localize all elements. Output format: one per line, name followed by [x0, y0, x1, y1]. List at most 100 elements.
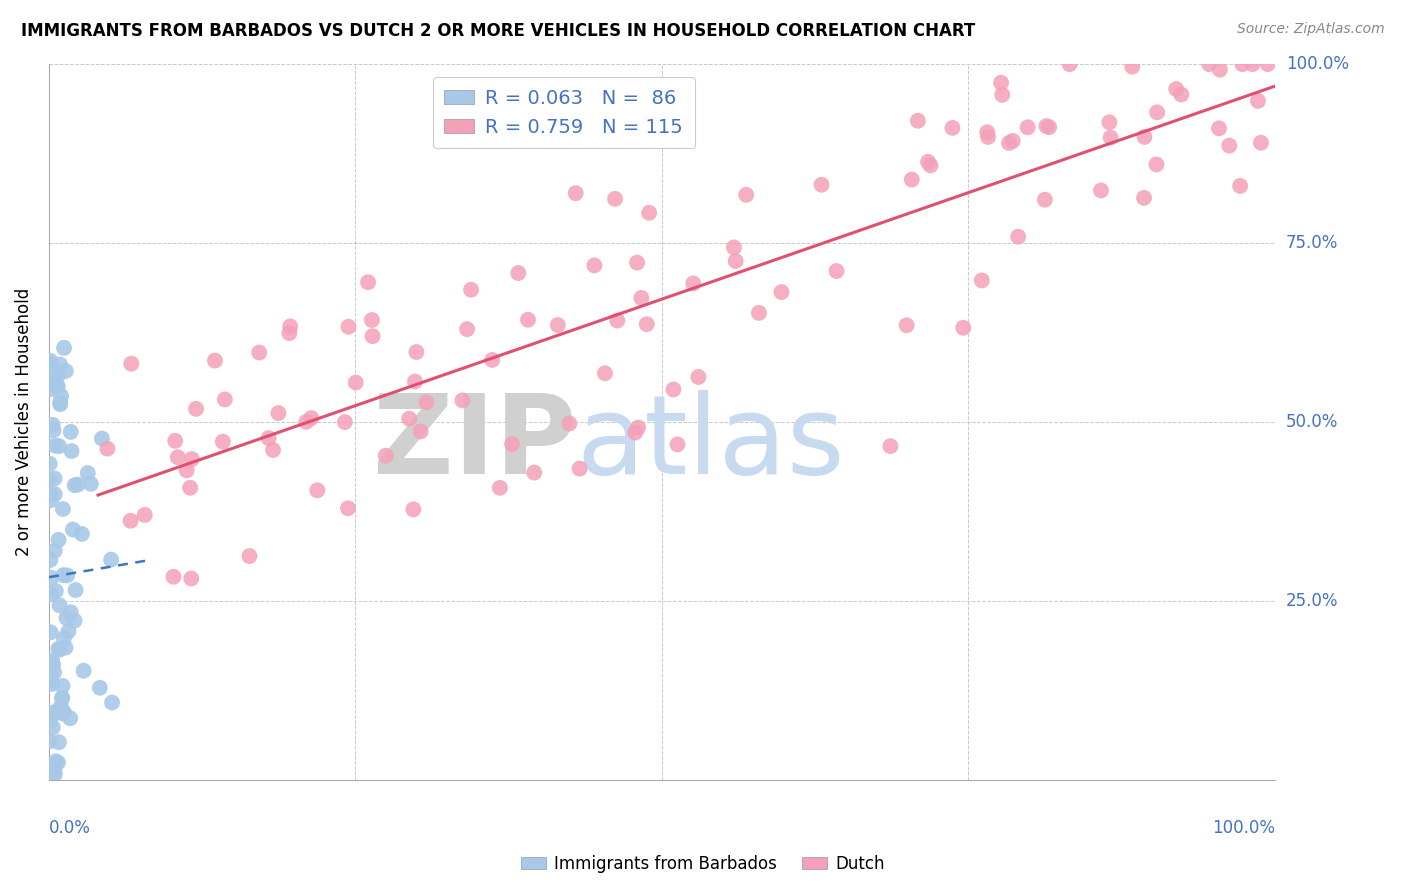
Point	[879, 439, 901, 453]
Point	[49, 395, 72, 409]
Point	[120, 357, 142, 371]
Point	[523, 466, 546, 480]
Point	[723, 240, 745, 254]
Point	[44, 758, 66, 772]
Point	[920, 158, 942, 172]
Point	[593, 366, 616, 380]
Point	[409, 425, 432, 439]
Legend: Immigrants from Barbados, Dutch: Immigrants from Barbados, Dutch	[515, 848, 891, 880]
Point	[583, 259, 606, 273]
Point	[278, 319, 301, 334]
Text: Source: ZipAtlas.com: Source: ZipAtlas.com	[1237, 22, 1385, 37]
Point	[38, 357, 60, 371]
Text: 25.0%: 25.0%	[1286, 592, 1339, 610]
Point	[568, 461, 591, 475]
Point	[39, 625, 62, 640]
Point	[451, 393, 474, 408]
Point	[624, 425, 647, 440]
Point	[39, 668, 62, 682]
Point	[564, 186, 586, 201]
Point	[337, 501, 360, 516]
Point	[53, 341, 76, 355]
Point	[39, 493, 62, 508]
Point	[51, 691, 73, 706]
Point	[38, 473, 60, 487]
Point	[41, 653, 63, 667]
Point	[976, 125, 998, 139]
Point	[402, 502, 425, 516]
Point	[1250, 136, 1272, 150]
Point	[39, 487, 62, 501]
Point	[606, 313, 628, 327]
Point	[267, 406, 290, 420]
Point	[1209, 62, 1232, 77]
Point	[405, 345, 427, 359]
Point	[49, 397, 72, 411]
Point	[337, 319, 360, 334]
Point	[1099, 130, 1122, 145]
Point	[460, 283, 482, 297]
Point	[52, 568, 75, 582]
Point	[517, 312, 540, 326]
Point	[38, 673, 60, 687]
Point	[51, 679, 73, 693]
Point	[76, 466, 98, 480]
Point	[262, 442, 284, 457]
Point	[59, 711, 82, 725]
Point	[46, 641, 69, 656]
Point	[52, 502, 75, 516]
Point	[39, 354, 62, 368]
Text: IMMIGRANTS FROM BARBADOS VS DUTCH 2 OR MORE VEHICLES IN HOUSEHOLD CORRELATION CH: IMMIGRANTS FROM BARBADOS VS DUTCH 2 OR M…	[21, 22, 976, 40]
Point	[46, 756, 69, 770]
Point	[626, 255, 648, 269]
Point	[46, 379, 69, 393]
Point	[456, 322, 478, 336]
Point	[941, 120, 963, 135]
Point	[63, 478, 86, 492]
Point	[55, 611, 77, 625]
Point	[1038, 120, 1060, 135]
Point	[627, 420, 650, 434]
Point	[89, 681, 111, 695]
Point	[1059, 57, 1081, 71]
Point	[360, 313, 382, 327]
Point	[1001, 134, 1024, 148]
Point	[134, 508, 156, 522]
Point	[501, 437, 523, 451]
Point	[333, 415, 356, 429]
Point	[62, 523, 84, 537]
Point	[55, 364, 77, 378]
Point	[1017, 120, 1039, 135]
Point	[45, 365, 67, 379]
Point	[991, 87, 1014, 102]
Point	[52, 706, 75, 721]
Point	[735, 187, 758, 202]
Point	[603, 192, 626, 206]
Point	[508, 266, 530, 280]
Point	[666, 437, 689, 451]
Point	[1090, 184, 1112, 198]
Point	[404, 375, 426, 389]
Point	[42, 657, 65, 672]
Legend: R = 0.063   N =  86, R = 0.759   N = 115: R = 0.063 N = 86, R = 0.759 N = 115	[433, 78, 695, 148]
Point	[49, 358, 72, 372]
Text: 100.0%: 100.0%	[1286, 55, 1348, 73]
Point	[39, 714, 62, 728]
Point	[489, 481, 512, 495]
Point	[1121, 60, 1143, 74]
Point	[990, 76, 1012, 90]
Point	[49, 699, 72, 714]
Point	[558, 417, 581, 431]
Point	[952, 320, 974, 334]
Point	[53, 706, 76, 720]
Point	[1098, 115, 1121, 129]
Point	[48, 533, 70, 547]
Point	[63, 614, 86, 628]
Point	[41, 677, 63, 691]
Point	[42, 665, 65, 680]
Point	[179, 481, 201, 495]
Point	[46, 368, 69, 383]
Point	[72, 664, 94, 678]
Point	[398, 411, 420, 425]
Point	[1133, 191, 1156, 205]
